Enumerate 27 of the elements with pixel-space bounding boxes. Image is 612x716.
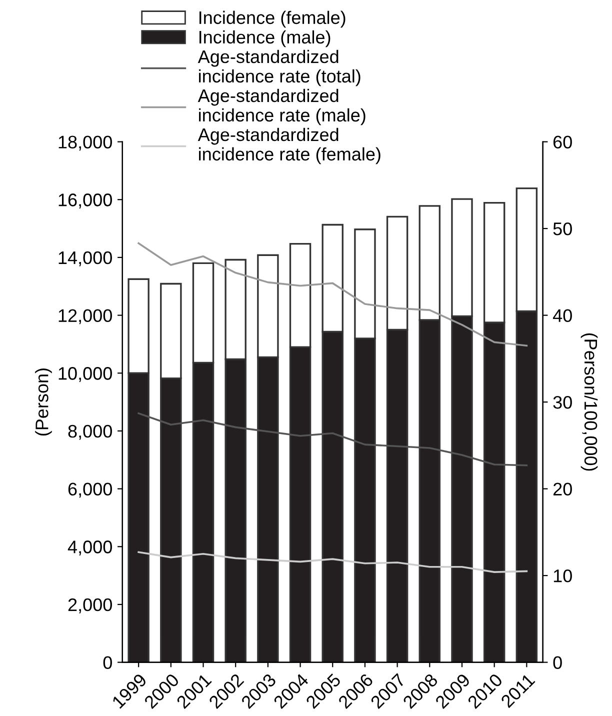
y-tick-label: 12,000 [58, 309, 112, 324]
y2-tick-label: 10 [554, 569, 572, 582]
y-tick-label: 16,000 [58, 194, 112, 208]
legend-label: Incidence (female) [200, 10, 346, 28]
y2-tick-label: 40 [552, 309, 572, 322]
legend-label: Age-standardized incidence rate (male) [198, 88, 366, 126]
legend-label: Age-standardized incidence rate (total) [198, 50, 360, 86]
line-series [138, 551, 528, 573]
y-tick-label: 18,000 [58, 136, 112, 151]
y2-axis-title: (Person/100,000) [580, 333, 598, 471]
legend-label: Age-standardized incidence rate (female) [198, 128, 380, 164]
y-tick-label: 4,000 [68, 540, 112, 556]
y2-tick-label: 60 [553, 136, 572, 148]
y-tick-label: 8,000 [68, 424, 112, 440]
y-tick-label: 6,000 [68, 482, 112, 498]
y-axis-title: (Person) [35, 368, 52, 436]
y2-tick-label: 0 [553, 656, 562, 670]
y2-tick-label: 30 [553, 396, 572, 409]
line-series [138, 412, 528, 466]
y-tick-label: 10,000 [58, 367, 112, 382]
y-tick-label: 14,000 [58, 251, 112, 266]
legend-label: Incidence (male) [200, 30, 330, 48]
y2-tick-label: 50 [553, 222, 572, 236]
y-tick-label: 0 [103, 656, 112, 670]
line-series [138, 242, 528, 347]
y-tick-label: 2,000 [68, 598, 112, 614]
y2-tick-label: 20 [553, 482, 572, 496]
